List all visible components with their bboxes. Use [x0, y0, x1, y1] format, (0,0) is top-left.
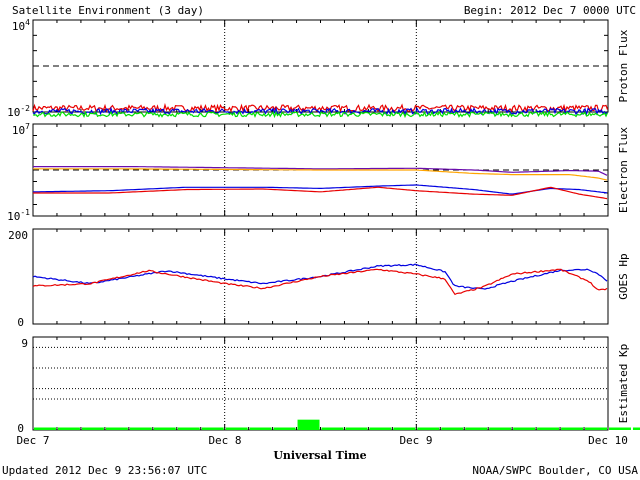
kp-bar [632, 427, 640, 430]
kp-bar [369, 427, 392, 430]
proton-flux-series-blue [32, 106, 608, 117]
x-tick-label: Dec 8 [208, 434, 241, 447]
y-tick-label: 10-1 [7, 208, 30, 223]
y-tick-label: 200 [8, 229, 28, 242]
kp-bar [417, 427, 440, 430]
x-axis-label: Universal Time [273, 449, 366, 462]
x-tick-label: Dec 9 [399, 434, 432, 447]
kp-bar [297, 419, 320, 430]
estimated-kp-ylabel: Estimated Kp [617, 344, 630, 423]
estimated-kp-frame [32, 336, 609, 431]
x-tick-label: Dec 7 [16, 434, 49, 447]
proton-flux-series-red [32, 102, 609, 114]
updated-label: Updated 2012 Dec 9 23:56:07 UTC [2, 464, 207, 477]
electron-flux-series-orange [33, 168, 608, 181]
electron-flux-series-purple [33, 166, 608, 176]
y-tick-label: 10-2 [7, 104, 30, 119]
begin-label: Begin: 2012 Dec 7 0000 UTC [464, 4, 636, 17]
goes-hp-series-red [32, 268, 608, 296]
kp-bar [177, 427, 200, 430]
kp-bar [153, 427, 176, 430]
kp-bar [57, 427, 80, 430]
y-tick-label: 0 [17, 316, 24, 329]
kp-bar [441, 427, 464, 430]
chart-panels: Proton Flux 10-2 104 Electron Flux 10-1 107 GO… [7, 18, 640, 435]
kp-bar [345, 427, 368, 430]
kp-bar [489, 427, 512, 430]
proton-flux-series-green [32, 110, 609, 119]
electron-flux-series-blue [33, 184, 608, 195]
kp-bar [537, 427, 560, 430]
electron-flux-series-red [33, 186, 608, 200]
kp-bar [465, 427, 488, 430]
kp-bar [34, 427, 56, 430]
x-tick-label: Dec 10 [588, 434, 628, 447]
x-axis: Dec 7 Dec 8 Dec 9 Dec 10 Universal Time [16, 434, 627, 462]
proton-flux-frame [32, 19, 609, 113]
kp-bar [225, 427, 248, 430]
y-tick-label: 107 [12, 122, 30, 137]
kp-bar [105, 427, 128, 430]
kp-bar [609, 427, 631, 430]
kp-bar [321, 427, 344, 430]
kp-bar [249, 427, 272, 430]
kp-bar [393, 427, 416, 430]
kp-bar [585, 427, 607, 430]
chart-title: Satellite Environment (3 day) [12, 4, 204, 17]
y-tick-label: 9 [21, 337, 28, 350]
y-tick-label: 0 [17, 422, 24, 435]
electron-flux-ylabel: Electron Flux [617, 127, 630, 213]
goes-hp-ylabel: GOES Hp [617, 253, 630, 299]
kp-bar [561, 427, 584, 430]
credit-label: NOAA/SWPC Boulder, CO USA [472, 464, 638, 477]
kp-bar [513, 427, 536, 430]
kp-bar [201, 427, 224, 430]
kp-bar [81, 427, 104, 430]
kp-bar [129, 427, 152, 430]
kp-bar [273, 427, 296, 430]
proton-flux-ylabel: Proton Flux [617, 29, 630, 102]
y-tick-label: 104 [12, 18, 30, 33]
